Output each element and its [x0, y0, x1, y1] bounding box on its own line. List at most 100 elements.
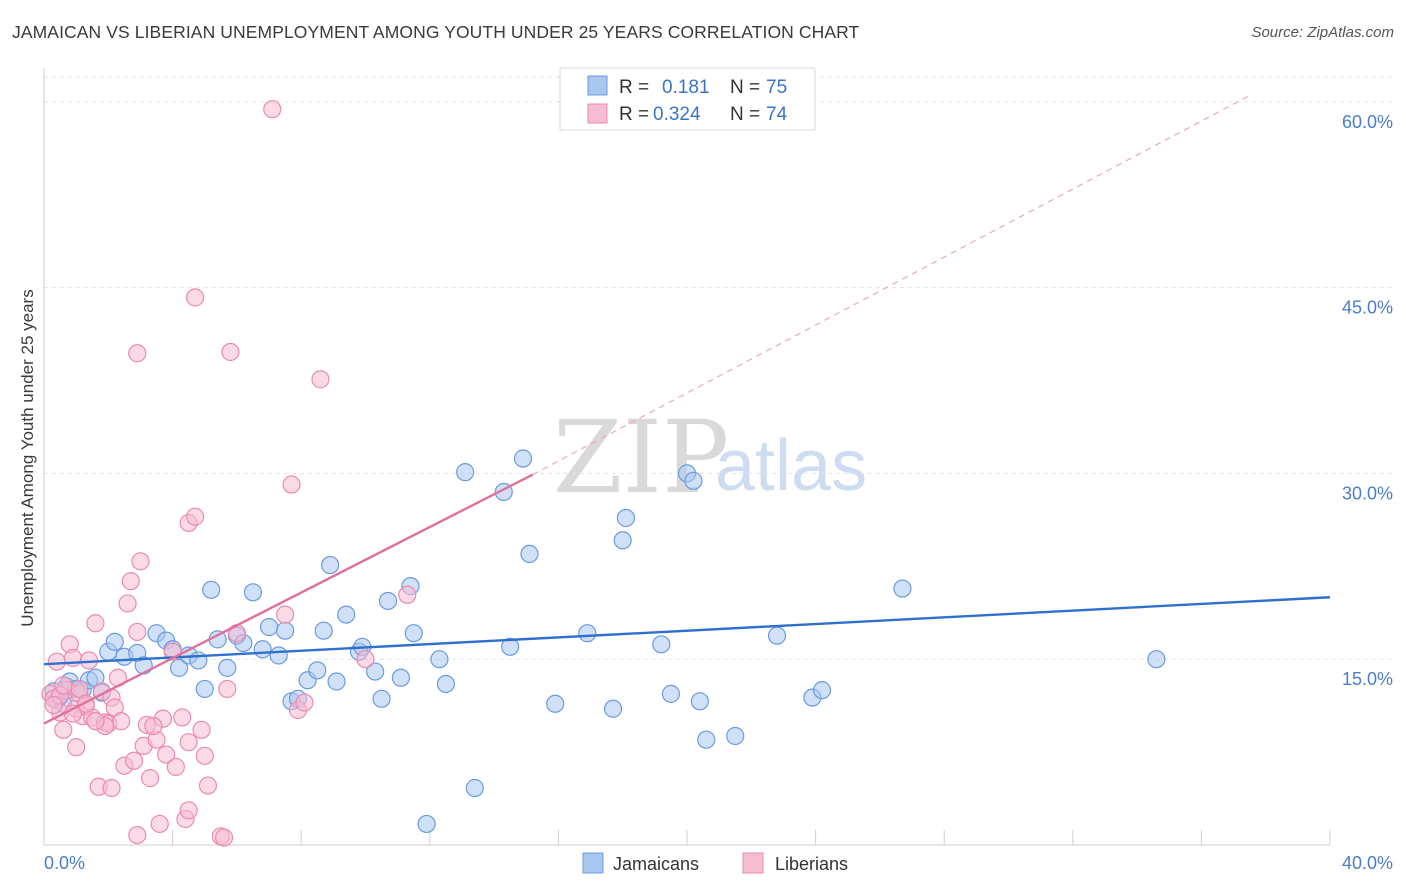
legend-r-value-1: 0.324	[653, 104, 701, 125]
jamaicans-point-62	[652, 635, 671, 654]
liberians-point-23	[112, 712, 131, 731]
jamaicans-point-29	[259, 617, 279, 637]
jamaicans-point-69	[767, 626, 787, 645]
jamaicans-point-60	[613, 531, 632, 550]
jamaicans-point-63	[661, 684, 681, 703]
jamaicans-point-57	[546, 694, 565, 713]
liberians-point-42	[179, 801, 198, 820]
legend-swatch-jamaicans	[587, 75, 608, 96]
legend-r-label-1: R =	[619, 104, 649, 125]
jamaicans-point-58	[578, 624, 597, 643]
jamaicans-point-71	[812, 681, 832, 700]
jamaicans-point-30	[269, 646, 288, 665]
jamaicans-point-31	[276, 621, 295, 640]
jamaicans-point-68	[726, 726, 745, 746]
legend-swatch-liberians	[587, 103, 608, 124]
y-tick-labels: 15.0% 30.0% 45.0% 60.0%	[1342, 112, 1393, 689]
liberians-point-15	[86, 614, 105, 633]
liberians-point-2	[47, 652, 66, 671]
jamaicans-point-73	[1147, 650, 1166, 669]
liberians-point-25	[118, 594, 137, 613]
jamaicans-point-56	[520, 544, 539, 564]
liberians-point-28	[128, 825, 147, 845]
y-tick-label-45: 45.0%	[1342, 298, 1393, 318]
jamaicans-point-50	[436, 674, 455, 694]
liberians-point-33	[140, 769, 160, 788]
jamaicans-point-66	[690, 692, 709, 711]
liberians-point-51	[214, 828, 234, 847]
liberians-point-63	[128, 344, 147, 363]
liberians-point-46	[186, 507, 205, 526]
jamaicans-point-47	[404, 624, 423, 643]
y-tick-label-60: 60.0%	[1342, 112, 1393, 132]
jamaicans-point-11	[105, 632, 124, 651]
series-liberians-points	[41, 100, 417, 847]
axes	[43, 68, 1331, 846]
liberians-point-45	[186, 288, 205, 307]
legend-n-value-0: 75	[766, 77, 787, 98]
legend-r-label-0: R =	[619, 77, 649, 98]
liberians-point-52	[218, 679, 237, 699]
liberians-point-40	[173, 708, 192, 727]
liberians-point-71	[44, 695, 63, 715]
liberians-point-37	[157, 745, 176, 764]
bottom-legend-label-jamaicans: Jamaicans	[613, 854, 699, 874]
jamaicans-point-21	[195, 679, 214, 699]
liberians-point-48	[195, 746, 214, 765]
liberians-point-56	[282, 475, 301, 494]
legend-r-value-0: 0.181	[662, 77, 710, 98]
liberians-point-73	[86, 712, 105, 731]
liberians-point-35	[150, 814, 169, 834]
trend-lines	[43, 95, 1331, 725]
legend-n-value-1: 74	[766, 104, 788, 125]
liberians-point-9	[67, 738, 86, 757]
jamaicans-point-22	[202, 580, 221, 599]
jamaicans-point-49	[430, 650, 449, 669]
liberians-point-4	[54, 720, 73, 739]
liberians-point-43	[179, 733, 198, 752]
liberians-point-30	[131, 552, 150, 571]
liberians-point-49	[198, 776, 218, 795]
watermark-zip: ZIP	[553, 399, 729, 516]
liberians-point-72	[54, 676, 73, 695]
liberians-point-59	[311, 370, 330, 389]
watermark-atlas: atlas	[715, 426, 867, 506]
legend-n-label-0: N =	[730, 77, 760, 98]
y-tick-label-15: 15.0%	[1342, 669, 1393, 689]
jamaicans-point-27	[243, 583, 263, 602]
y-tick-label-30: 30.0%	[1342, 483, 1393, 503]
x-tick-label-max: 40.0%	[1342, 853, 1393, 873]
jamaicans-point-39	[337, 605, 356, 624]
liberians-point-39	[166, 757, 185, 777]
liberians-point-27	[124, 751, 144, 770]
liberians-point-26	[121, 572, 140, 591]
jamaicans-point-42	[366, 662, 385, 681]
bottom-legend-swatch-jamaicans	[582, 852, 604, 874]
stats-legend: R = 0.181 N = 75 R = 0.324 N = 74	[559, 67, 816, 131]
jamaicans-point-37	[321, 555, 340, 575]
jamaicans-point-52	[465, 778, 484, 798]
jamaicans-point-51	[456, 463, 475, 482]
liberians-point-29	[128, 622, 147, 642]
liberians-point-69	[144, 716, 163, 736]
chart-source: Source: ZipAtlas.com	[1251, 24, 1394, 41]
gridlines	[44, 76, 1393, 660]
jamaicans-point-61	[616, 508, 636, 528]
jamaicans-point-65	[684, 471, 703, 490]
jamaicans-point-44	[378, 591, 398, 611]
watermark: ZIP atlas	[553, 399, 867, 516]
liberians-point-20	[102, 778, 121, 798]
chart-title: JAMAICAN VS LIBERIAN UNEMPLOYMENT AMONG …	[12, 22, 860, 42]
jamaicans-point-43	[372, 689, 391, 708]
jamaicans-point-35	[308, 661, 327, 680]
jamaicans-point-20	[189, 651, 208, 670]
trend-line-liberians-extension	[532, 95, 1250, 476]
jamaicans-point-38	[327, 672, 346, 691]
jamaicans-point-67	[697, 730, 716, 749]
jamaicans-point-72	[893, 579, 912, 598]
jamaicans-point-55	[513, 449, 533, 468]
bottom-legend-swatch-liberians	[742, 852, 764, 874]
liberians-point-55	[276, 605, 295, 624]
legend-n-label-1: N =	[730, 104, 760, 125]
